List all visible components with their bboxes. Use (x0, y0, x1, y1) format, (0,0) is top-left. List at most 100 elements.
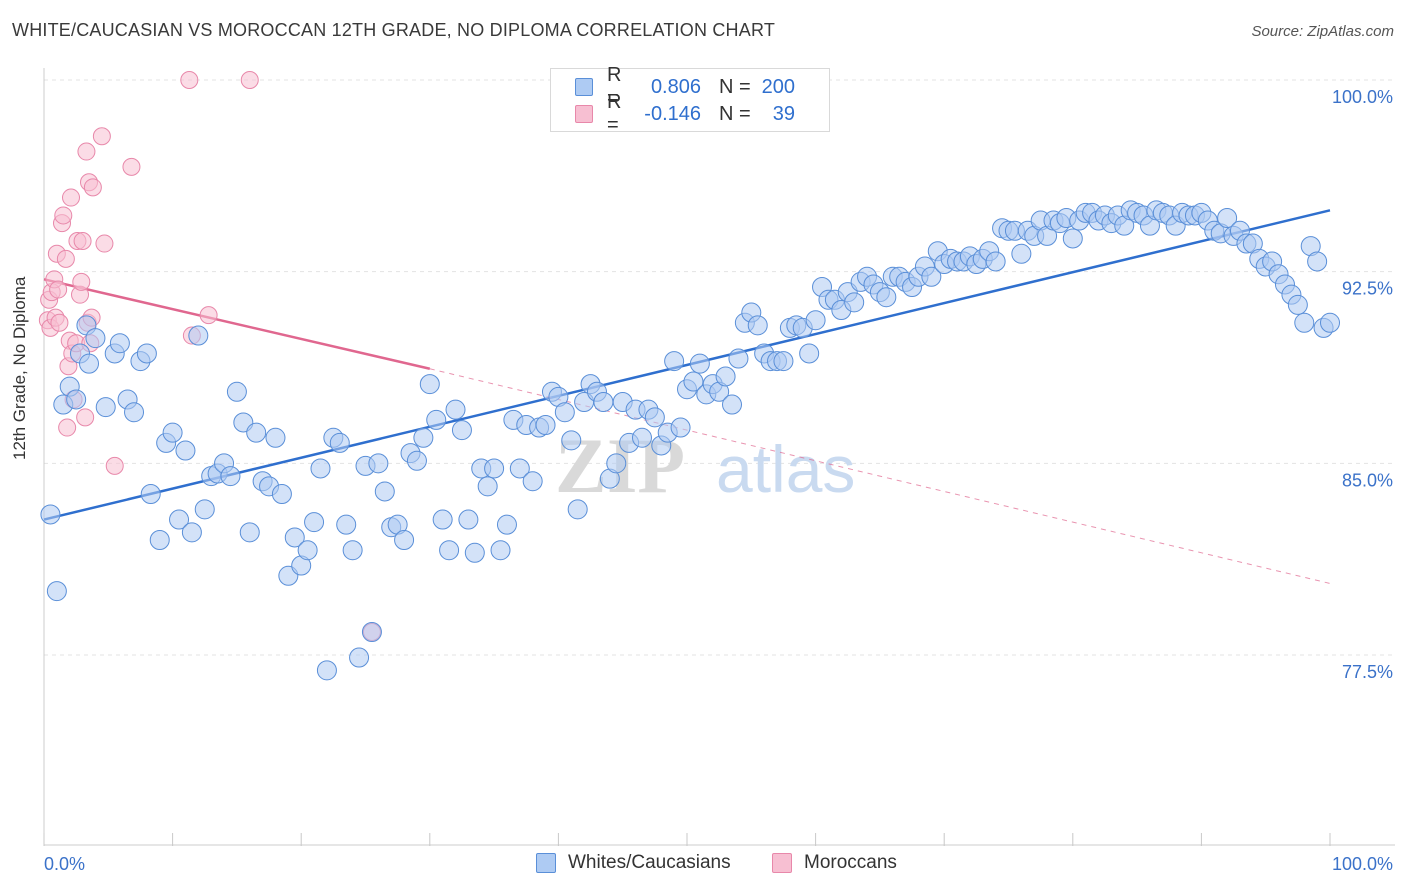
stats-legend: R = 0.806 N = 200 R = -0.146 N = 39 (550, 64, 830, 136)
white-point (181, 522, 202, 543)
moroccan-point (105, 456, 124, 475)
white-point (606, 453, 627, 474)
white-point (413, 427, 434, 448)
white-point (79, 353, 100, 374)
moroccan-point (76, 408, 95, 427)
white-point (554, 402, 575, 423)
white-point (445, 399, 466, 420)
white-point (535, 415, 556, 435)
y-tick-label: 85.0% (1342, 470, 1393, 490)
r-label: R = (607, 64, 622, 109)
white-point (1307, 251, 1328, 272)
y-tick-labels: 77.5% 85.0% 92.5% 100.0% (1332, 87, 1393, 682)
whites-points (40, 200, 1340, 681)
white-point (336, 514, 357, 535)
white-point (664, 351, 685, 372)
white-point (136, 343, 157, 364)
n-value: 39 (772, 102, 795, 125)
white-point (876, 287, 897, 308)
white-point (109, 333, 130, 354)
white-point (496, 514, 517, 535)
series-legend: Whites/Caucasians Moroccans (0, 850, 1406, 878)
white-point (490, 540, 511, 561)
moroccan-point (180, 71, 199, 89)
white-point (95, 397, 116, 418)
white-point (246, 422, 267, 443)
white-point (265, 427, 286, 448)
white-point (66, 389, 87, 410)
white-point (46, 581, 67, 602)
white-point (374, 481, 395, 502)
white-point (1217, 208, 1238, 228)
white-point (342, 540, 363, 561)
r-label: R = (607, 91, 622, 136)
white-point (271, 484, 292, 504)
watermark: ZIP atlas (555, 422, 855, 509)
white-point (1062, 228, 1083, 249)
white-point (175, 440, 196, 461)
gridlines (44, 79, 1395, 656)
white-point (426, 409, 447, 430)
legend-item-moroccans: Moroccans (772, 852, 897, 874)
moroccans-trendline (43, 278, 431, 370)
whites-legend-label: Whites/Caucasians (568, 852, 731, 873)
white-point (715, 366, 736, 387)
legend-row-whites: R = 0.806 N = 200 (575, 64, 795, 109)
white-point (310, 458, 331, 479)
white-point (239, 522, 260, 543)
white-point (509, 458, 530, 479)
white-point (349, 647, 370, 668)
axes (43, 68, 1395, 846)
whites-legend-swatch (536, 853, 556, 873)
white-point (1011, 243, 1032, 264)
white-point (1287, 294, 1308, 315)
white-point (220, 466, 241, 487)
moroccan-point (73, 232, 92, 250)
white-point (439, 540, 460, 561)
moroccan-point (58, 418, 77, 437)
white-point (728, 348, 749, 369)
white-point (631, 427, 652, 448)
white-point (458, 509, 479, 530)
white-point (805, 310, 826, 331)
moroccan-point (72, 272, 91, 291)
white-point (316, 660, 337, 681)
white-point (162, 422, 183, 443)
moroccans-legend-label: Moroccans (804, 852, 897, 873)
moroccans-legend-swatch (772, 853, 792, 873)
legend-item-whites: Whites/Caucasians (536, 852, 731, 874)
white-point (484, 458, 505, 479)
white-point (799, 343, 820, 364)
moroccan-point (54, 206, 73, 225)
moroccan-point (122, 157, 141, 176)
white-point (773, 351, 794, 372)
white-point (304, 512, 325, 533)
moroccan-point (83, 178, 102, 197)
white-point (921, 266, 942, 287)
n-label: N = (719, 102, 751, 125)
legend-row-moroccans: R = -0.146 N = 39 (575, 91, 795, 136)
moroccan-point (62, 188, 81, 207)
white-point (329, 432, 350, 453)
moroccan-point (50, 313, 69, 332)
white-point (477, 476, 498, 497)
white-point (522, 471, 543, 492)
white-point (188, 325, 209, 346)
moroccan-point (49, 280, 68, 299)
moroccan-point (56, 249, 75, 268)
y-tick-label: 100.0% (1332, 87, 1393, 107)
moroccans-swatch (575, 105, 593, 123)
chart-title: WHITE/CAUCASIAN VS MOROCCAN 12TH GRADE, … (12, 20, 776, 40)
x-tick-label: 0.0% (44, 854, 85, 874)
moroccan-point (95, 234, 114, 253)
white-point (149, 530, 170, 550)
white-point (1294, 312, 1315, 333)
source-label: Source: ZipAtlas.com (1251, 23, 1394, 40)
whites-trendline (43, 209, 1331, 521)
y-tick-label: 92.5% (1342, 279, 1393, 299)
white-point (644, 407, 665, 428)
white-point (985, 251, 1006, 272)
x-tick-label: 100.0% (1332, 854, 1393, 874)
moroccan-point (240, 71, 259, 89)
